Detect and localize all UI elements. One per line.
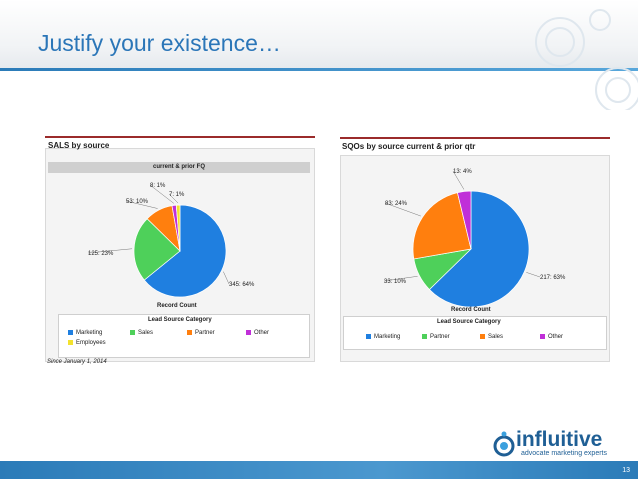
brand-tagline: advocate marketing experts xyxy=(521,450,607,457)
sals-legend-swatch-employees xyxy=(68,340,73,345)
sals-leader-employees xyxy=(168,193,179,204)
sals-leader-marketing xyxy=(223,271,230,285)
sqos-legend-item-other: Other xyxy=(540,334,563,340)
sals-chart-title: SALS by source xyxy=(48,141,110,150)
sqos-legend xyxy=(343,316,607,350)
sqos-data-label-partner: 33: 10% xyxy=(384,279,407,285)
influitive-logo-icon xyxy=(493,431,515,457)
sqos-data-label-other: 13: 4% xyxy=(453,169,472,175)
sqos-slice-other xyxy=(457,190,472,250)
sals-slice-employees xyxy=(175,204,181,252)
sals-value-label: Record Count xyxy=(157,303,197,309)
sals-legend-item-marketing: Marketing xyxy=(68,330,102,336)
sals-legend-item-employees: Employees xyxy=(68,340,106,346)
sals-data-label-partner: 53: 10% xyxy=(126,199,149,205)
sals-legend-label-other: Other xyxy=(254,330,270,337)
sqos-data-label-sales: 83: 24% xyxy=(385,201,408,207)
sals-data-label-marketing: 345: 64% xyxy=(229,282,255,288)
sals-legend-label-marketing: Marketing xyxy=(76,330,103,337)
sals-legend-item-other: Other xyxy=(246,330,269,336)
sals-legend-title: Lead Source Category xyxy=(148,317,212,323)
sals-leader-sales xyxy=(87,248,133,254)
sqos-leader-marketing xyxy=(526,272,541,278)
slide-title: Justify your existence… xyxy=(38,30,281,56)
sals-chart-subtitle: current & prior FQ xyxy=(48,162,310,173)
sals-legend-swatch-partner xyxy=(187,330,192,335)
sqos-pie-chart: 217: 63% 33: 10% 83: 24% 13: 4% xyxy=(383,169,566,307)
sals-data-label-other: 8: 1% xyxy=(150,183,166,189)
sals-legend xyxy=(58,314,310,358)
sqos-legend-label-other: Other xyxy=(548,334,564,341)
sqos-slice-marketing xyxy=(428,190,530,307)
sals-legend-item-sales: Sales xyxy=(130,330,153,336)
sqos-legend-swatch-other xyxy=(540,334,545,339)
sals-legend-label-partner: Partner xyxy=(195,330,215,337)
sqos-legend-title: Lead Source Category xyxy=(437,319,501,325)
sals-legend-label-employees: Employees xyxy=(76,340,106,347)
sqos-legend-swatch-sales xyxy=(480,334,485,339)
sqos-legend-item-partner: Partner xyxy=(422,334,450,340)
sals-footnote: Since January 1, 2014 xyxy=(47,359,107,365)
sals-pie-chart: 345: 64% 125: 23% 53: 10% 8: 1%7: 1% xyxy=(87,183,255,298)
sals-data-label-employees: 7: 1% xyxy=(169,192,185,198)
sqos-legend-swatch-marketing xyxy=(366,334,371,339)
page-number: 13 xyxy=(622,467,630,474)
sals-legend-swatch-other xyxy=(246,330,251,335)
sqos-leader-other xyxy=(452,170,465,190)
sqos-legend-label-partner: Partner xyxy=(430,334,450,341)
sqos-value-label: Record Count xyxy=(451,307,491,313)
sals-legend-label-sales: Sales xyxy=(138,330,154,337)
sals-leader-other xyxy=(149,184,175,204)
sals-slice-marketing xyxy=(143,204,227,298)
sqos-legend-item-sales: Sales xyxy=(480,334,503,340)
header-rule xyxy=(0,68,638,71)
sals-title-rule xyxy=(45,136,315,138)
slide-header xyxy=(0,0,638,68)
sqos-legend-label-marketing: Marketing xyxy=(374,334,401,341)
brand-name: influitive xyxy=(516,428,603,451)
sals-legend-swatch-marketing xyxy=(68,330,73,335)
sqos-leader-partner xyxy=(383,276,418,282)
sqos-legend-swatch-partner xyxy=(422,334,427,339)
sqos-leader-sales xyxy=(384,202,421,217)
sqos-data-label-marketing: 217: 63% xyxy=(540,275,566,281)
sqos-title-rule xyxy=(340,137,610,139)
sqos-legend-label-sales: Sales xyxy=(488,334,504,341)
sals-data-label-sales: 125: 23% xyxy=(88,251,114,257)
footer-bar xyxy=(0,461,638,479)
sqos-legend-item-marketing: Marketing xyxy=(366,334,400,340)
sals-slice-sales xyxy=(133,218,181,281)
sals-legend-item-partner: Partner xyxy=(187,330,215,336)
sals-legend-swatch-sales xyxy=(130,330,135,335)
sqos-slice-sales xyxy=(412,192,472,260)
sqos-chart-title: SQOs by source current & prior qtr xyxy=(342,142,476,151)
circles-decoration-icon xyxy=(535,9,638,110)
sals-leader-partner xyxy=(125,200,158,209)
